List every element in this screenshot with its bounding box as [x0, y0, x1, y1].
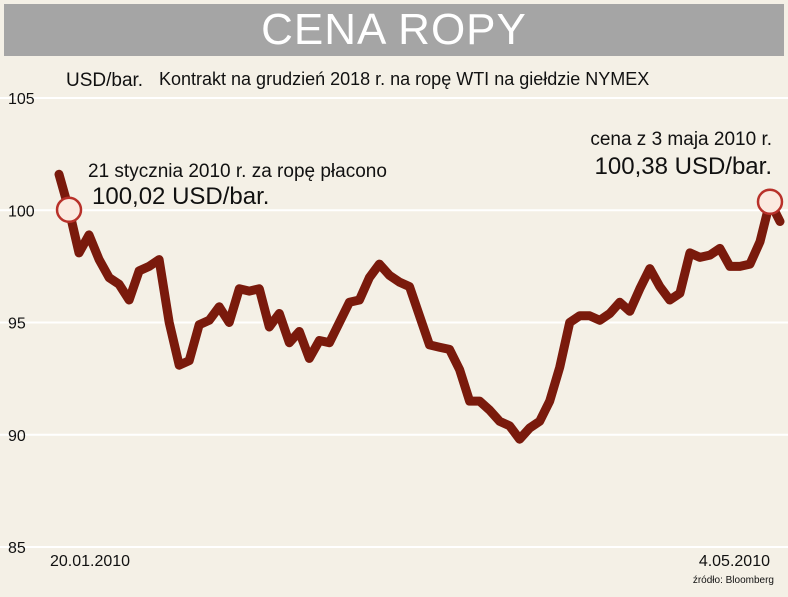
x-end-label: 4.05.2010 [698, 553, 770, 570]
source-note: źródło: Bloomberg [692, 575, 774, 586]
y-axis-unit: USD/bar. [66, 70, 144, 91]
x-start-label: 20.01.2010 [50, 553, 131, 570]
series-line [54, 169, 785, 444]
y-tick-label: 90 [8, 428, 26, 445]
chart-subtitle: Kontrakt na grudzień 2018 r. na ropę WTI… [159, 69, 650, 89]
y-tick-labels: 105 100 95 90 85 [8, 91, 35, 557]
y-tick-label: 100 [8, 203, 35, 220]
title-bar: CENA ROPY [4, 4, 784, 56]
chart-title: CENA ROPY [261, 5, 527, 54]
marker-start-point [55, 196, 83, 224]
grid-lines [0, 97, 788, 548]
annotation-right-line1: cena z 3 maja 2010 r. [590, 129, 772, 150]
annotation-left-value: 100,02 USD/bar. [92, 183, 270, 210]
annotation-markers [55, 188, 784, 224]
annotation-right-value: 100,38 USD/bar. [594, 153, 772, 180]
price-line [54, 169, 785, 444]
y-tick-label: 95 [8, 316, 26, 333]
y-tick-label: 85 [8, 540, 26, 557]
y-tick-label: 105 [8, 91, 35, 108]
marker-end-point [756, 188, 784, 215]
annotation-left-line1: 21 stycznia 2010 r. za ropę płacono [88, 161, 387, 182]
